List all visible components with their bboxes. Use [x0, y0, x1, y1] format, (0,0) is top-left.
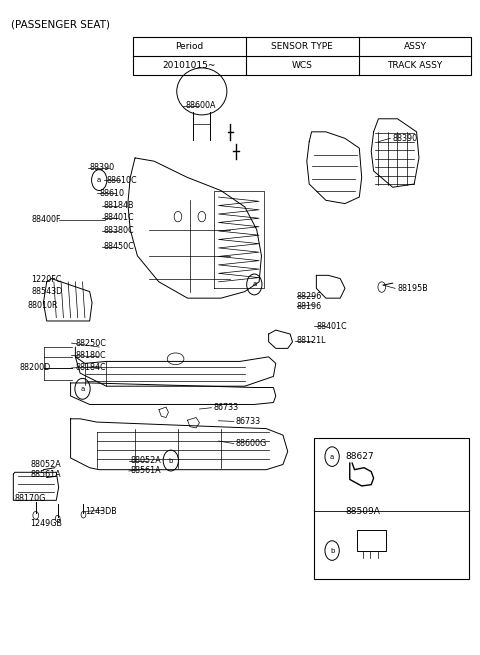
Bar	[357, 530, 385, 551]
Text: 88052A: 88052A	[130, 456, 161, 465]
Text: 20101015~: 20101015~	[162, 61, 216, 70]
Text: 88400F: 88400F	[32, 215, 61, 225]
Text: 88121L: 88121L	[296, 336, 326, 345]
Text: 88180C: 88180C	[75, 351, 106, 360]
Text: 88184B: 88184B	[104, 201, 134, 210]
Text: a: a	[252, 282, 256, 288]
Bar	[314, 438, 469, 578]
Text: 88610C: 88610C	[107, 176, 137, 185]
Text: 88627: 88627	[345, 452, 373, 461]
Text: 86733: 86733	[214, 403, 239, 412]
Text: 88600G: 88600G	[235, 439, 266, 448]
Text: WCS: WCS	[292, 61, 312, 70]
Text: 88543D: 88543D	[32, 287, 63, 296]
Text: 88052A: 88052A	[30, 460, 61, 469]
Text: 88561A: 88561A	[130, 466, 161, 476]
Text: 88196: 88196	[296, 302, 322, 311]
Text: 88390: 88390	[393, 134, 418, 143]
Text: 1220FC: 1220FC	[32, 274, 62, 284]
Text: 88401C: 88401C	[316, 322, 347, 331]
Text: (PASSENGER SEAT): (PASSENGER SEAT)	[11, 20, 110, 29]
Text: 88600A: 88600A	[185, 102, 216, 110]
Text: 88184C: 88184C	[75, 364, 106, 373]
Text: SENSOR TYPE: SENSOR TYPE	[271, 42, 333, 51]
Text: b: b	[330, 548, 334, 553]
Text: 88401C: 88401C	[104, 214, 134, 223]
Text: 88509A: 88509A	[345, 507, 380, 516]
Text: 88610: 88610	[99, 189, 124, 198]
Text: a: a	[97, 177, 101, 183]
Text: 88450C: 88450C	[104, 242, 135, 251]
Text: ASSY: ASSY	[404, 42, 427, 51]
Text: 1243DB: 1243DB	[85, 507, 117, 516]
Text: a: a	[330, 454, 334, 460]
Text: 88195B: 88195B	[397, 284, 428, 293]
Bar	[132, 37, 471, 75]
Text: 86733: 86733	[235, 417, 260, 426]
Text: Period: Period	[175, 42, 203, 51]
Text: 88380C: 88380C	[104, 227, 134, 235]
Text: 88296: 88296	[296, 291, 322, 301]
Text: 88200D: 88200D	[20, 364, 51, 373]
Text: TRACK ASSY: TRACK ASSY	[387, 61, 443, 70]
Text: 88390: 88390	[90, 163, 115, 172]
Text: 88561A: 88561A	[30, 470, 60, 479]
Text: 1249GB: 1249GB	[30, 519, 62, 528]
Text: 88010R: 88010R	[28, 301, 58, 310]
Text: b: b	[168, 458, 173, 464]
Text: 88250C: 88250C	[75, 339, 106, 348]
Text: 88170G: 88170G	[15, 494, 46, 503]
Text: a: a	[80, 386, 84, 392]
